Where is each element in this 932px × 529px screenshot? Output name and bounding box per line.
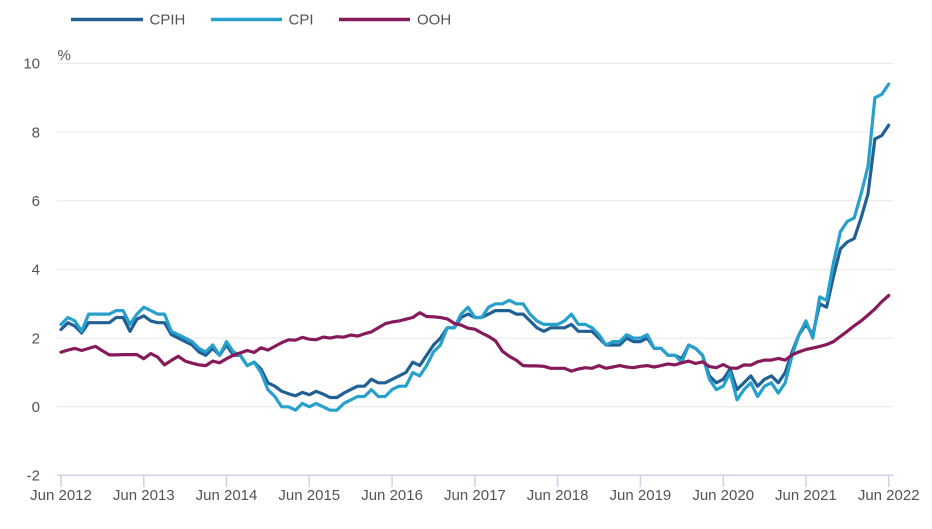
svg-text:Jun 2017: Jun 2017	[444, 487, 506, 504]
svg-text:8: 8	[32, 124, 40, 141]
svg-text:Jun 2015: Jun 2015	[278, 487, 340, 504]
svg-text:10: 10	[23, 56, 40, 73]
svg-text:Jun 2021: Jun 2021	[775, 487, 837, 504]
svg-text:2: 2	[32, 330, 40, 347]
svg-text:Jun 2016: Jun 2016	[361, 487, 423, 504]
svg-text:Jun 2022: Jun 2022	[858, 487, 920, 504]
svg-text:CPIH: CPIH	[150, 12, 186, 29]
svg-text:Jun 2014: Jun 2014	[196, 487, 258, 504]
svg-text:-2: -2	[27, 468, 40, 485]
svg-text:Jun 2020: Jun 2020	[692, 487, 754, 504]
svg-text:Jun 2018: Jun 2018	[527, 487, 589, 504]
svg-text:%: %	[58, 47, 71, 64]
svg-text:CPI: CPI	[289, 12, 314, 29]
svg-text:Jun 2013: Jun 2013	[113, 487, 175, 504]
svg-text:Jun 2019: Jun 2019	[610, 487, 672, 504]
svg-text:6: 6	[32, 193, 40, 210]
svg-text:OOH: OOH	[417, 12, 451, 29]
svg-text:Jun 2012: Jun 2012	[30, 487, 92, 504]
svg-text:4: 4	[32, 262, 40, 279]
svg-text:0: 0	[32, 399, 40, 416]
